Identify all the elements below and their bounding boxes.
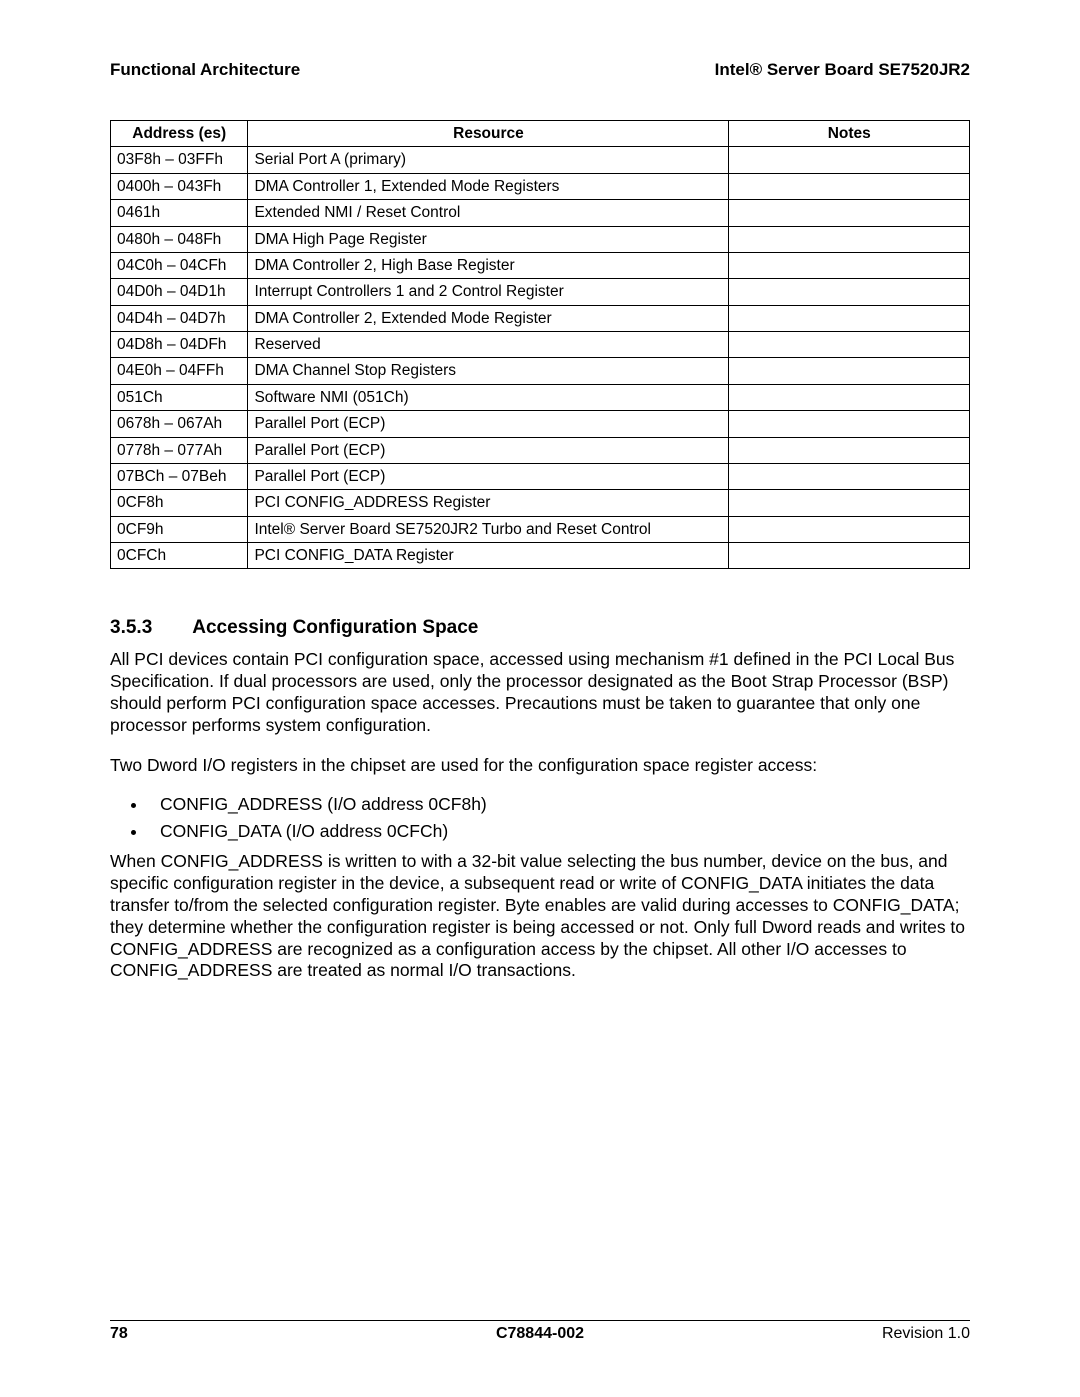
table-row: 0778h – 077AhParallel Port (ECP)	[111, 437, 970, 463]
cell-address: 0400h – 043Fh	[111, 173, 248, 199]
cell-notes	[729, 252, 970, 278]
cell-notes	[729, 463, 970, 489]
table-row: 0480h – 048FhDMA High Page Register	[111, 226, 970, 252]
cell-resource: Intel® Server Board SE7520JR2 Turbo and …	[248, 516, 729, 542]
table-body: 03F8h – 03FFhSerial Port A (primary) 040…	[111, 147, 970, 569]
table-row: 051ChSoftware NMI (051Ch)	[111, 384, 970, 410]
table-row: 04D0h – 04D1hInterrupt Controllers 1 and…	[111, 279, 970, 305]
cell-address: 04E0h – 04FFh	[111, 358, 248, 384]
page-header: Functional Architecture Intel® Server Bo…	[110, 60, 970, 120]
list-item: CONFIG_ADDRESS (I/O address 0CF8h)	[148, 791, 970, 818]
cell-address: 0CF8h	[111, 490, 248, 516]
cell-address: 04D8h – 04DFh	[111, 332, 248, 358]
th-address: Address (es)	[111, 121, 248, 147]
cell-notes	[729, 358, 970, 384]
paragraph: Two Dword I/O registers in the chipset a…	[110, 755, 970, 777]
cell-resource: Serial Port A (primary)	[248, 147, 729, 173]
cell-address: 0CF9h	[111, 516, 248, 542]
header-right: Intel® Server Board SE7520JR2	[715, 60, 970, 80]
table-row: 03F8h – 03FFhSerial Port A (primary)	[111, 147, 970, 173]
cell-notes	[729, 226, 970, 252]
cell-address: 0778h – 077Ah	[111, 437, 248, 463]
table-row: 0CFChPCI CONFIG_DATA Register	[111, 543, 970, 569]
cell-resource: DMA Channel Stop Registers	[248, 358, 729, 384]
cell-notes	[729, 332, 970, 358]
table-row: 0461hExtended NMI / Reset Control	[111, 200, 970, 226]
cell-address: 07BCh – 07Beh	[111, 463, 248, 489]
table-row: 0678h – 067AhParallel Port (ECP)	[111, 411, 970, 437]
cell-resource: DMA High Page Register	[248, 226, 729, 252]
table-row: 0400h – 043FhDMA Controller 1, Extended …	[111, 173, 970, 199]
cell-notes	[729, 200, 970, 226]
cell-resource: DMA Controller 2, High Base Register	[248, 252, 729, 278]
cell-address: 0461h	[111, 200, 248, 226]
cell-notes	[729, 173, 970, 199]
cell-address: 04D0h – 04D1h	[111, 279, 248, 305]
cell-address: 03F8h – 03FFh	[111, 147, 248, 173]
table-row: 04D8h – 04DFhReserved	[111, 332, 970, 358]
cell-resource: Parallel Port (ECP)	[248, 437, 729, 463]
cell-address: 04C0h – 04CFh	[111, 252, 248, 278]
cell-address: 0480h – 048Fh	[111, 226, 248, 252]
cell-notes	[729, 147, 970, 173]
table-row: 0CF9hIntel® Server Board SE7520JR2 Turbo…	[111, 516, 970, 542]
cell-notes	[729, 437, 970, 463]
table-row: 0CF8hPCI CONFIG_ADDRESS Register	[111, 490, 970, 516]
cell-resource: PCI CONFIG_DATA Register	[248, 543, 729, 569]
list-item: CONFIG_DATA (I/O address 0CFCh)	[148, 818, 970, 845]
cell-resource: Parallel Port (ECP)	[248, 463, 729, 489]
cell-notes	[729, 490, 970, 516]
cell-resource: Software NMI (051Ch)	[248, 384, 729, 410]
th-resource: Resource	[248, 121, 729, 147]
section-title: Accessing Configuration Space	[192, 617, 478, 639]
cell-address: 0678h – 067Ah	[111, 411, 248, 437]
footer-rule	[110, 1320, 970, 1321]
cell-notes	[729, 305, 970, 331]
paragraph: All PCI devices contain PCI configuratio…	[110, 649, 970, 737]
header-left: Functional Architecture	[110, 60, 300, 80]
paragraph: When CONFIG_ADDRESS is written to with a…	[110, 851, 970, 982]
cell-resource: PCI CONFIG_ADDRESS Register	[248, 490, 729, 516]
th-notes: Notes	[729, 121, 970, 147]
cell-resource: DMA Controller 1, Extended Mode Register…	[248, 173, 729, 199]
table-row: 04E0h – 04FFhDMA Channel Stop Registers	[111, 358, 970, 384]
footer-doc-number: C78844-002	[110, 1325, 970, 1343]
page-footer: 78 C78844-002 Revision 1.0	[110, 1320, 970, 1343]
cell-resource: Extended NMI / Reset Control	[248, 200, 729, 226]
cell-notes	[729, 543, 970, 569]
table-row: 04C0h – 04CFhDMA Controller 2, High Base…	[111, 252, 970, 278]
table-row: 04D4h – 04D7hDMA Controller 2, Extended …	[111, 305, 970, 331]
cell-notes	[729, 516, 970, 542]
section-heading: 3.5.3 Accessing Configuration Space	[110, 617, 970, 639]
cell-address: 051Ch	[111, 384, 248, 410]
section-number: 3.5.3	[110, 617, 152, 639]
cell-address: 04D4h – 04D7h	[111, 305, 248, 331]
cell-resource: DMA Controller 2, Extended Mode Register	[248, 305, 729, 331]
cell-resource: Parallel Port (ECP)	[248, 411, 729, 437]
cell-notes	[729, 384, 970, 410]
cell-notes	[729, 411, 970, 437]
cell-resource: Reserved	[248, 332, 729, 358]
io-address-table: Address (es) Resource Notes 03F8h – 03FF…	[110, 120, 970, 569]
bullet-list: CONFIG_ADDRESS (I/O address 0CF8h) CONFI…	[148, 791, 970, 845]
page: Functional Architecture Intel® Server Bo…	[0, 0, 1080, 1397]
table-header-row: Address (es) Resource Notes	[111, 121, 970, 147]
cell-address: 0CFCh	[111, 543, 248, 569]
footer-row: 78 C78844-002 Revision 1.0	[110, 1325, 970, 1343]
cell-resource: Interrupt Controllers 1 and 2 Control Re…	[248, 279, 729, 305]
table-row: 07BCh – 07BehParallel Port (ECP)	[111, 463, 970, 489]
cell-notes	[729, 279, 970, 305]
